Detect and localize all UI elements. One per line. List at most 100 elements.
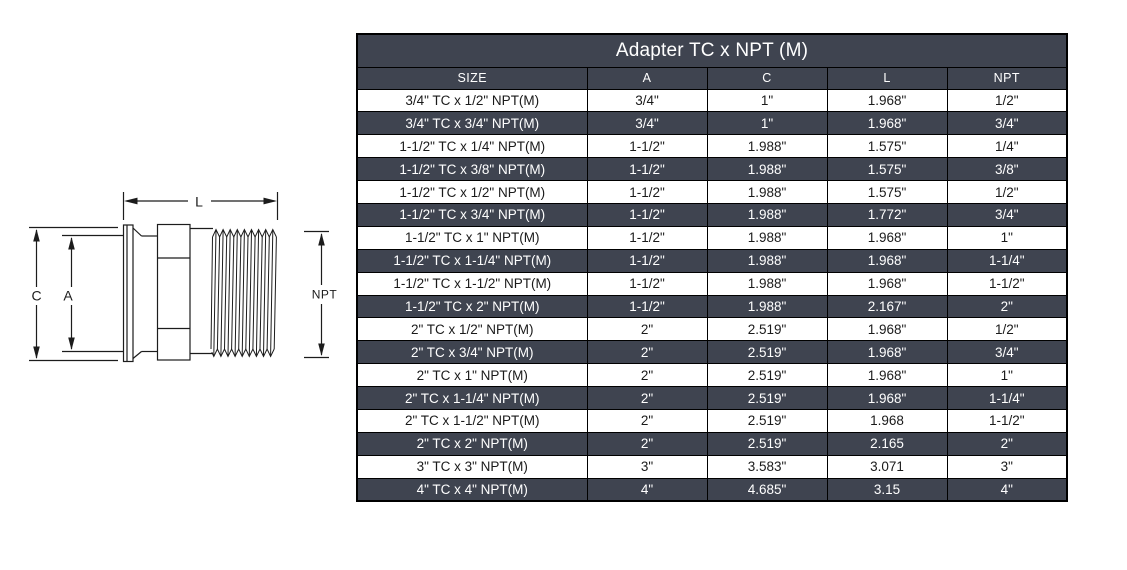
cell-npt: 3/4" <box>946 111 1068 136</box>
cell-size: 1-1/2" TC x 3/8" NPT(M) <box>356 157 588 182</box>
cell-a: 1-1/2" <box>586 202 708 227</box>
cell-c: 2.519" <box>706 408 828 433</box>
cell-npt: 3/4" <box>946 202 1068 227</box>
cell-npt: 1/2" <box>946 317 1068 342</box>
cell-c: 1.988" <box>706 248 828 273</box>
arrowhead-down-icon <box>33 346 40 359</box>
thread-crest-bottom <box>211 347 275 358</box>
table-header-row: SIZE A C L NPT <box>356 66 1068 90</box>
cell-a: 1-1/2" <box>586 225 708 250</box>
cell-npt: 3" <box>946 454 1068 479</box>
arrowhead-up-icon <box>33 229 40 242</box>
cell-a: 1-1/2" <box>586 294 708 319</box>
cell-l: 1.968" <box>826 88 948 113</box>
cell-size: 2" TC x 1" NPT(M) <box>356 363 588 388</box>
table-row: 1-1/2" TC x 1/2" NPT(M) 1-1/2" 1.988" 1.575… <box>356 180 1068 204</box>
cell-size: 1-1/2" TC x 3/4" NPT(M) <box>356 202 588 227</box>
dim-label-npt: NPT <box>312 288 338 302</box>
cell-size: 3/4" TC x 3/4" NPT(M) <box>356 111 588 136</box>
column-header-l: L <box>826 66 948 90</box>
cell-c: 4.685" <box>706 477 828 502</box>
cell-l: 3.15 <box>826 477 948 502</box>
table-row: 3/4" TC x 1/2" NPT(M) 3/4" 1" 1.968" 1/2" <box>356 88 1068 113</box>
cell-l: 1.968" <box>826 340 948 365</box>
cell-c: 1.988" <box>706 180 828 204</box>
cell-l: 1.968" <box>826 386 948 410</box>
cell-npt: 4" <box>946 477 1068 502</box>
cell-l: 1.968" <box>826 248 948 273</box>
cell-c: 2.519" <box>706 386 828 410</box>
cell-size: 1-1/2" TC x 1/2" NPT(M) <box>356 180 588 204</box>
cell-c: 1.988" <box>706 294 828 319</box>
cell-a: 3/4" <box>586 111 708 136</box>
table-title: Adapter TC x NPT (M) <box>356 33 1068 68</box>
hex-body <box>156 223 213 361</box>
cell-size: 1-1/2" TC x 1/4" NPT(M) <box>356 134 588 159</box>
column-header-a: A <box>586 66 708 90</box>
dimension-a: A <box>62 234 123 353</box>
dimension-npt: NPT <box>304 230 338 359</box>
cell-c: 2.519" <box>706 340 828 365</box>
cell-size: 1-1/2" TC x 1-1/2" NPT(M) <box>356 271 588 296</box>
table-row: 3" TC x 3" NPT(M) 3" 3.583" 3.071 3" <box>356 454 1068 479</box>
cell-size: 1-1/2" TC x 2" NPT(M) <box>356 294 588 319</box>
flange-bevel-top <box>132 227 142 237</box>
cell-c: 1.988" <box>706 134 828 159</box>
cell-c: 1" <box>706 111 828 136</box>
cell-size: 3" TC x 3" NPT(M) <box>356 454 588 479</box>
table-row: 2" TC x 1/2" NPT(M) 2" 2.519" 1.968" 1/2" <box>356 317 1068 342</box>
table-row: 4" TC x 4" NPT(M) 4" 4.685" 3.15 4" <box>356 477 1068 502</box>
cell-a: 1-1/2" <box>586 157 708 182</box>
cell-size: 4" TC x 4" NPT(M) <box>356 477 588 502</box>
cell-l: 1.575" <box>826 134 948 159</box>
cell-a: 3/4" <box>586 88 708 113</box>
arrowhead-right-icon <box>263 197 277 205</box>
cell-c: 1.988" <box>706 202 828 227</box>
arrowhead-down-icon <box>68 337 75 350</box>
cell-npt: 3/4" <box>946 340 1068 365</box>
cell-c: 1.988" <box>706 157 828 182</box>
thread-crest-top <box>212 228 277 239</box>
flange-outline <box>122 224 134 363</box>
fitting-drawing-svg: L C A NP <box>29 192 338 363</box>
cell-a: 1-1/2" <box>586 134 708 159</box>
dim-label-c: C <box>31 288 41 304</box>
cell-a: 2" <box>586 317 708 342</box>
cell-l: 1.968" <box>826 317 948 342</box>
arrowhead-up-icon <box>68 237 75 250</box>
table-row: 1-1/2" TC x 1" NPT(M) 1-1/2" 1.988" 1.968" 1… <box>356 225 1068 250</box>
thread-root-lines <box>210 236 277 350</box>
body-outline <box>156 223 191 361</box>
cell-c: 2.519" <box>706 431 828 456</box>
cell-npt: 1-1/2" <box>946 408 1068 433</box>
cell-size: 2" TC x 1-1/2" NPT(M) <box>356 408 588 433</box>
cell-size: 3/4" TC x 1/2" NPT(M) <box>356 88 588 113</box>
cell-l: 1.968" <box>826 363 948 388</box>
cell-l: 1.575" <box>826 157 948 182</box>
cell-size: 2" TC x 1/2" NPT(M) <box>356 317 588 342</box>
table-row: 2" TC x 1-1/2" NPT(M) 2" 2.519" 1.968 1-1/2" <box>356 408 1068 433</box>
npt-thread-section <box>210 228 277 358</box>
cell-l: 2.167" <box>826 294 948 319</box>
triclamp-flange <box>122 224 158 363</box>
column-header-size: SIZE <box>356 66 588 90</box>
cell-l: 1.968" <box>826 111 948 136</box>
table-row: 2" TC x 2" NPT(M) 2" 2.519" 2.165 2" <box>356 431 1068 456</box>
spec-table-section: Adapter TC x NPT (M) SIZE A C L NPT 3/4" TC … <box>356 33 1069 503</box>
cell-size: 1-1/2" TC x 1-1/4" NPT(M) <box>356 248 588 273</box>
table-row: 2" TC x 1" NPT(M) 2" 2.519" 1.968" 1" <box>356 363 1068 388</box>
cell-c: 2.519" <box>706 363 828 388</box>
spec-table: Adapter TC x NPT (M) SIZE A C L NPT 3/4" TC … <box>356 33 1069 503</box>
dimension-c: C <box>29 226 118 362</box>
arrowhead-down-icon <box>318 343 325 356</box>
cell-size: 1-1/2" TC x 1" NPT(M) <box>356 225 588 250</box>
cell-l: 1.772" <box>826 202 948 227</box>
cell-c: 1" <box>706 88 828 113</box>
cell-size: 2" TC x 1-1/4" NPT(M) <box>356 386 588 410</box>
cell-l: 3.071 <box>826 454 948 479</box>
table-row: 1-1/2" TC x 3/8" NPT(M) 1-1/2" 1.988" 1.575… <box>356 157 1068 182</box>
cell-a: 1-1/2" <box>586 271 708 296</box>
column-header-npt: NPT <box>946 66 1068 90</box>
cell-a: 2" <box>586 386 708 410</box>
cell-npt: 1/4" <box>946 134 1068 159</box>
